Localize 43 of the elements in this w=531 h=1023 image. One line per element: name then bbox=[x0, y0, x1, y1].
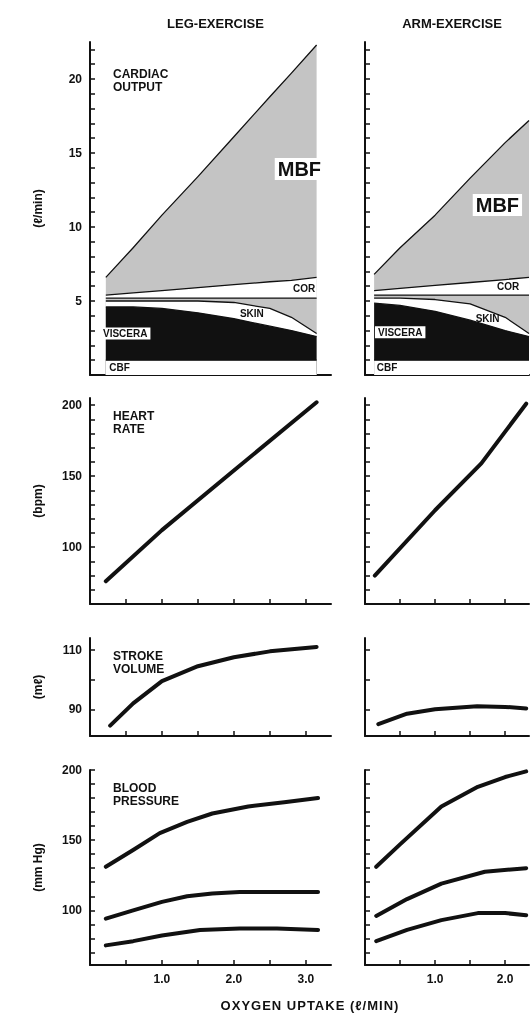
y-axis-title: (mℓ) bbox=[31, 674, 45, 700]
y-tick-label: 90 bbox=[68, 702, 83, 717]
series-label: SKIN bbox=[239, 308, 264, 320]
series-label: COR bbox=[497, 281, 521, 293]
y-axis-title: (mm Hg) bbox=[31, 843, 45, 892]
y-tick-label: 200 bbox=[61, 398, 83, 413]
x-tick-label: 1.0 bbox=[426, 972, 444, 986]
text: CARDIAC OUTPUT bbox=[113, 66, 172, 94]
text: HEART RATE bbox=[113, 408, 158, 436]
x-tick-label: 2.0 bbox=[496, 972, 514, 986]
y-tick-label: 15 bbox=[68, 146, 83, 160]
y-axis-title: (ℓ/min) bbox=[31, 189, 45, 228]
y-tick-label: 10 bbox=[68, 220, 83, 234]
y-tick-label: 5 bbox=[75, 294, 83, 308]
y-tick-label: 20 bbox=[68, 72, 83, 86]
line-series bbox=[103, 796, 321, 869]
y-axis-title: (bpm) bbox=[31, 484, 45, 518]
line-series bbox=[103, 890, 321, 921]
series-label: MBF bbox=[277, 157, 322, 180]
y-tick-label: 150 bbox=[61, 833, 83, 848]
chart-title: ARM-EXERCISE bbox=[402, 16, 503, 31]
series-label: VISCERA bbox=[102, 328, 148, 340]
chart-title: LEG-EXERCISE bbox=[167, 16, 265, 31]
series-label: CBF bbox=[109, 362, 130, 374]
y-tick-label: 100 bbox=[61, 540, 83, 555]
text: BLOOD PRESSURE bbox=[113, 780, 180, 808]
series-label: SKIN bbox=[475, 312, 500, 324]
series-label: VISCERA bbox=[377, 326, 423, 338]
series-label: CBF bbox=[376, 362, 398, 374]
y-tick-label: 100 bbox=[61, 903, 83, 918]
x-tick-label: 3.0 bbox=[297, 972, 315, 986]
text: STROKE VOLUME bbox=[113, 648, 167, 676]
series-label: MBF bbox=[475, 193, 520, 216]
y-tick-label: 110 bbox=[62, 642, 83, 657]
x-tick-label: 2.0 bbox=[225, 972, 243, 986]
y-tick-label: 150 bbox=[61, 469, 83, 484]
series-label: COR bbox=[292, 282, 316, 294]
line-series bbox=[108, 644, 319, 728]
x-axis-title: OXYGEN UPTAKE (ℓ/MIN) bbox=[219, 998, 401, 1013]
line-series bbox=[103, 400, 319, 584]
x-tick-label: 1.0 bbox=[153, 972, 171, 986]
y-tick-label: 200 bbox=[61, 763, 83, 777]
line-series bbox=[103, 926, 321, 948]
